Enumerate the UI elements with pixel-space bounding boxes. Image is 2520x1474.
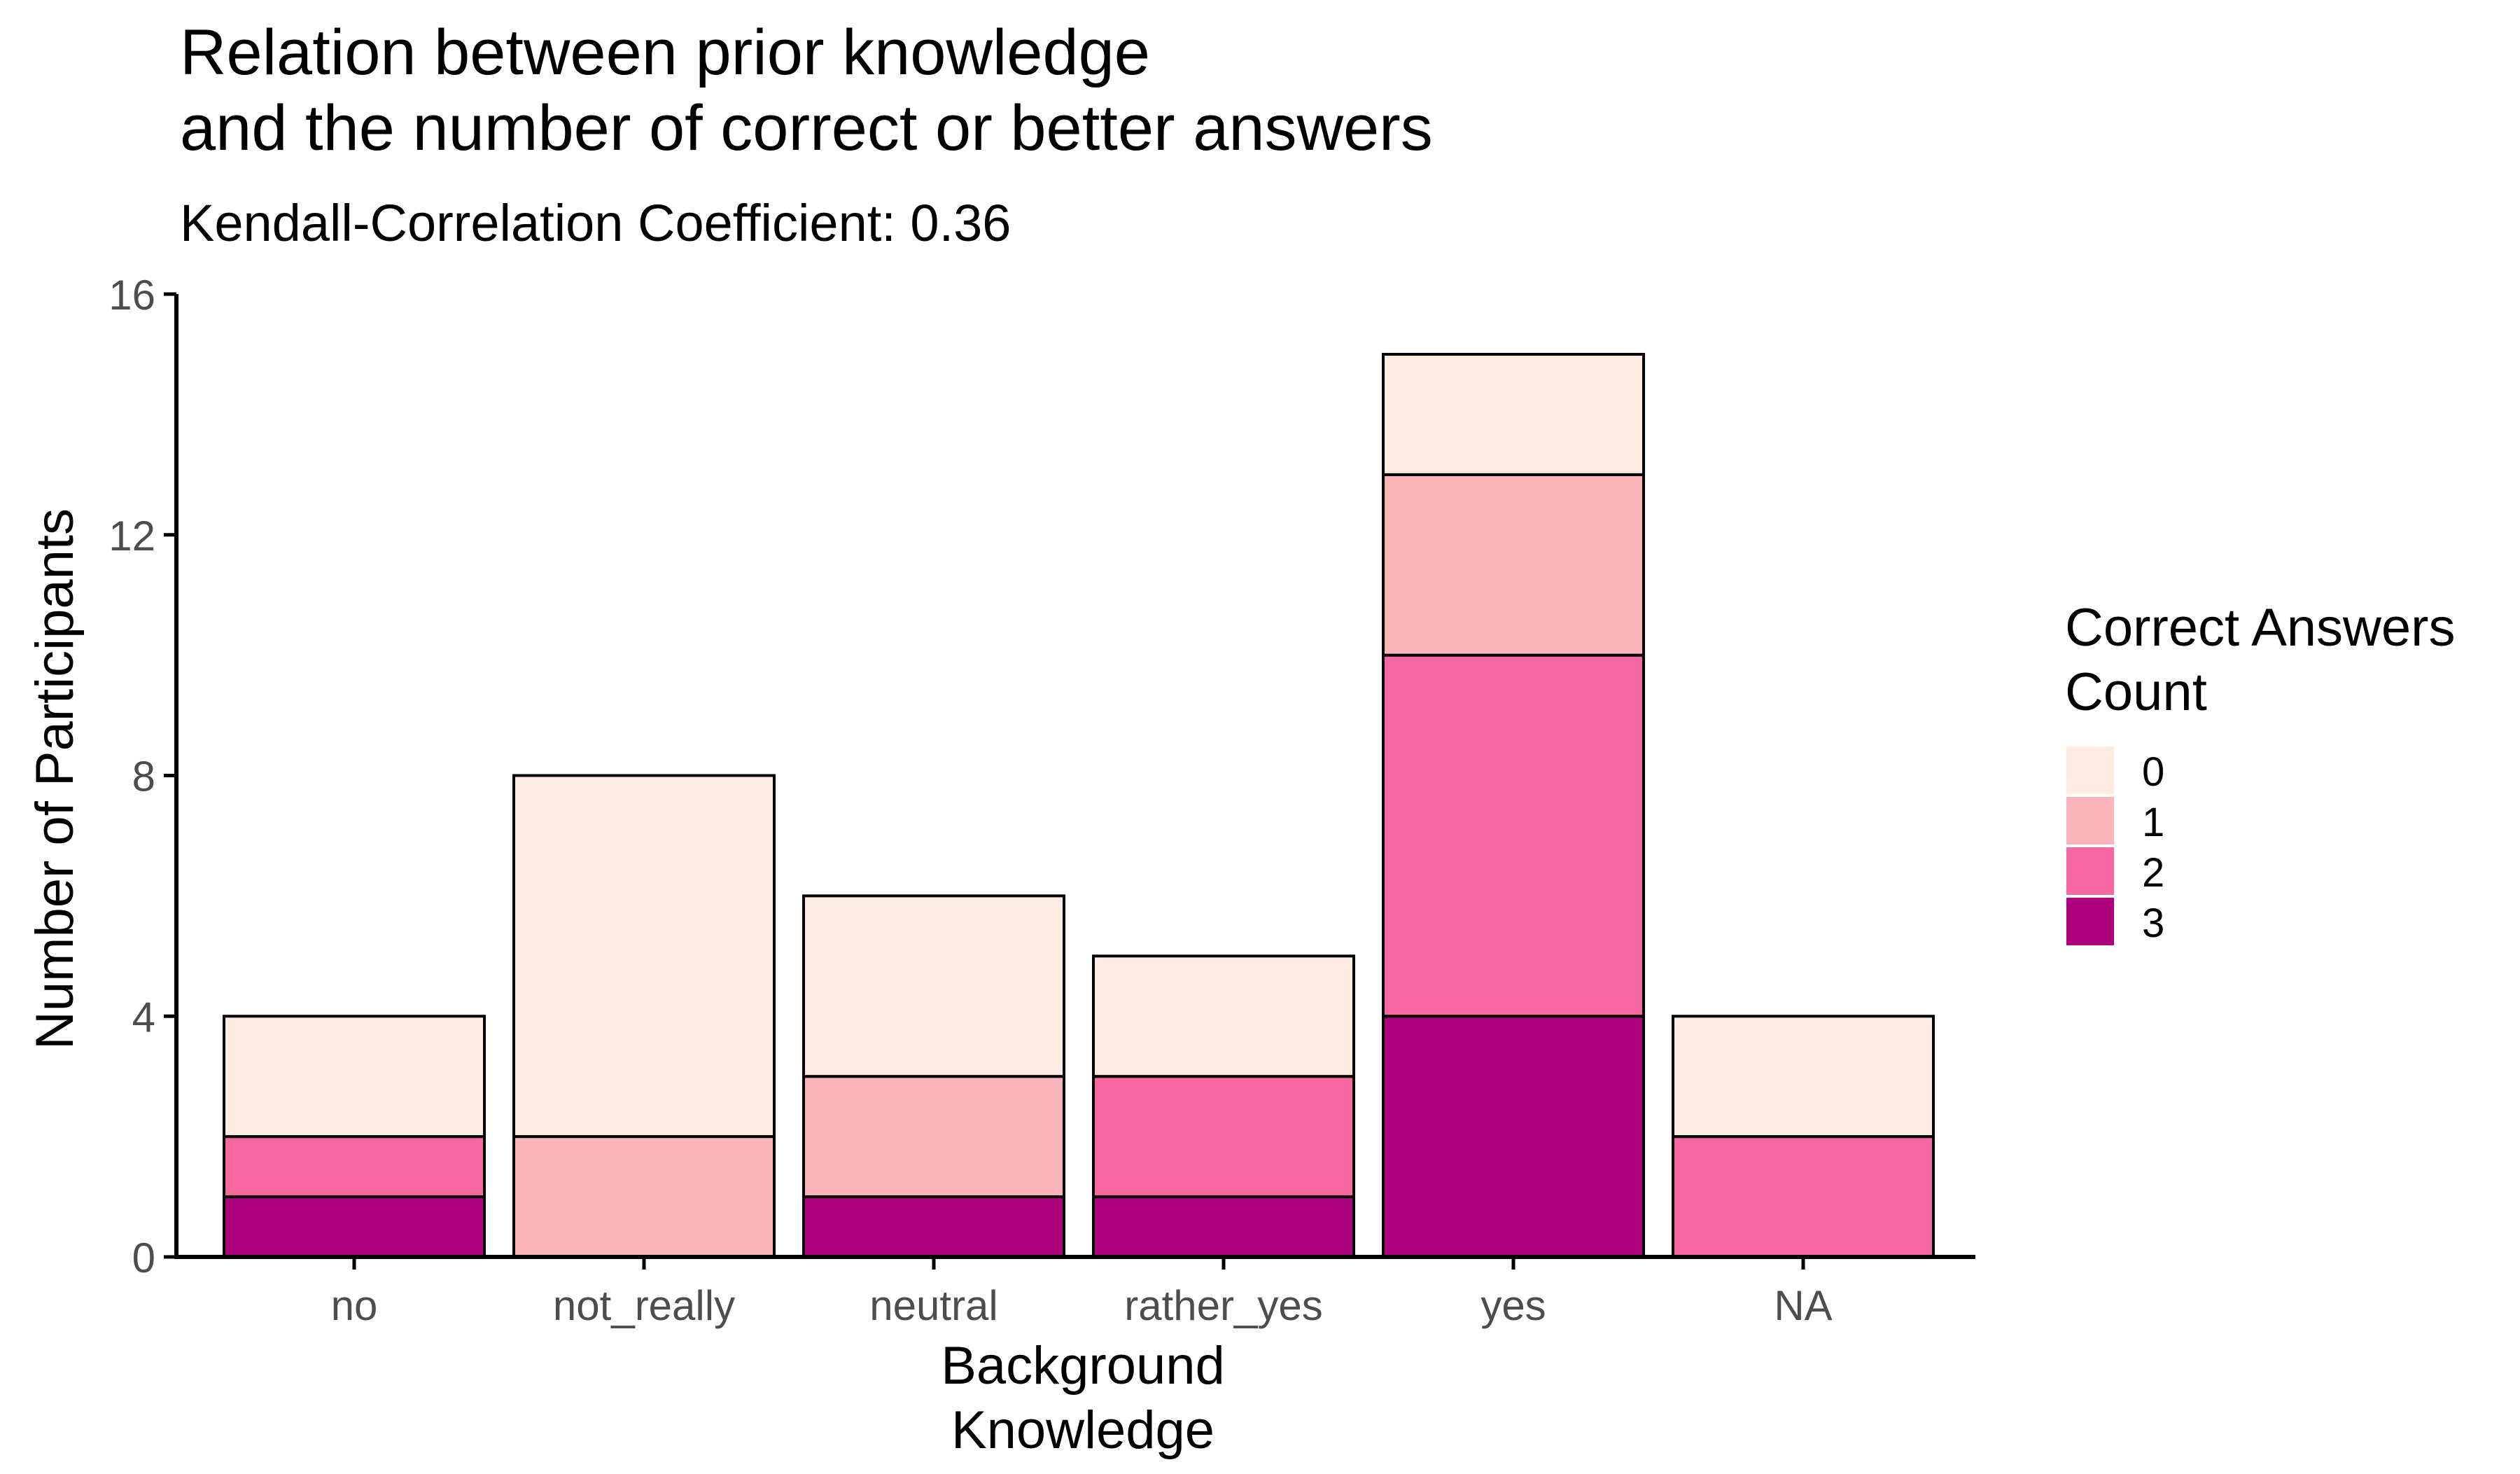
axes-group: 0 4 8 12 16 no not_really neutral rather_yes yes N… xyxy=(25,272,1975,1460)
bar-segment-yes-3 xyxy=(1382,1015,1645,1258)
legend-swatch-2 xyxy=(2066,847,2114,895)
legend-swatch-3 xyxy=(2066,898,2114,945)
bar-segment-no-3 xyxy=(223,1195,486,1258)
bar-segment-rather_yes-2 xyxy=(1092,1075,1355,1199)
legend-title-line-2: Count xyxy=(2065,662,2207,722)
x-tick-label-neutral: neutral xyxy=(869,1282,997,1329)
legend-label-0: 0 xyxy=(2142,749,2164,795)
y-tick-label-12: 12 xyxy=(108,513,155,559)
y-tick-label-16: 16 xyxy=(108,272,155,319)
bar-segment-rather_yes-0 xyxy=(1092,954,1355,1078)
y-tick-label-4: 4 xyxy=(132,994,155,1041)
bars-group xyxy=(223,352,1935,1258)
bar-segment-no-0 xyxy=(223,1015,486,1139)
chart-title-line-1: Relation between prior knowledge xyxy=(180,17,1150,88)
legend-label-1: 1 xyxy=(2142,800,2164,845)
y-tick-label-0: 0 xyxy=(132,1235,155,1281)
legend-label-3: 3 xyxy=(2142,901,2164,946)
legend-title-line-1: Correct Answers xyxy=(2065,598,2456,658)
bar-segment-neutral-1 xyxy=(802,1075,1065,1199)
x-axis-title-line-1: Background xyxy=(941,1336,1225,1396)
bar-segment-rather_yes-3 xyxy=(1092,1195,1355,1258)
x-tick-label-NA: NA xyxy=(1774,1282,1832,1329)
bar-segment-yes-0 xyxy=(1382,352,1645,476)
bar-segment-NA-2 xyxy=(1672,1135,1935,1258)
chart-title-line-2: and the number of correct or better answ… xyxy=(180,92,1433,164)
bar-segment-no-2 xyxy=(223,1135,486,1199)
bar-segment-NA-0 xyxy=(1672,1015,1935,1139)
x-tick-label-rather_yes: rather_yes xyxy=(1124,1282,1322,1329)
y-axis-title: Number of Participants xyxy=(25,508,85,1050)
bar-segment-not_really-0 xyxy=(512,774,776,1139)
y-tick-label-8: 8 xyxy=(132,753,155,800)
chart-title-group: Relation between prior knowledge and the… xyxy=(180,17,1433,252)
bar-segment-yes-2 xyxy=(1382,653,1645,1018)
chart-subtitle: Kendall-Correlation Coefficient: 0.36 xyxy=(180,194,1011,252)
bar-segment-neutral-3 xyxy=(802,1195,1065,1258)
x-tick-label-yes: yes xyxy=(1480,1282,1546,1329)
x-tick-label-no: no xyxy=(331,1282,378,1329)
bar-segment-neutral-0 xyxy=(802,894,1065,1078)
bar-segment-yes-1 xyxy=(1382,473,1645,657)
legend-swatch-1 xyxy=(2066,797,2114,844)
bar-segment-not_really-1 xyxy=(512,1135,776,1258)
legend-swatch-0 xyxy=(2066,746,2114,794)
x-tick-label-not_really: not_really xyxy=(553,1282,735,1329)
x-axis-title-line-2: Knowledge xyxy=(951,1400,1214,1460)
legend-label-2: 2 xyxy=(2142,850,2164,896)
